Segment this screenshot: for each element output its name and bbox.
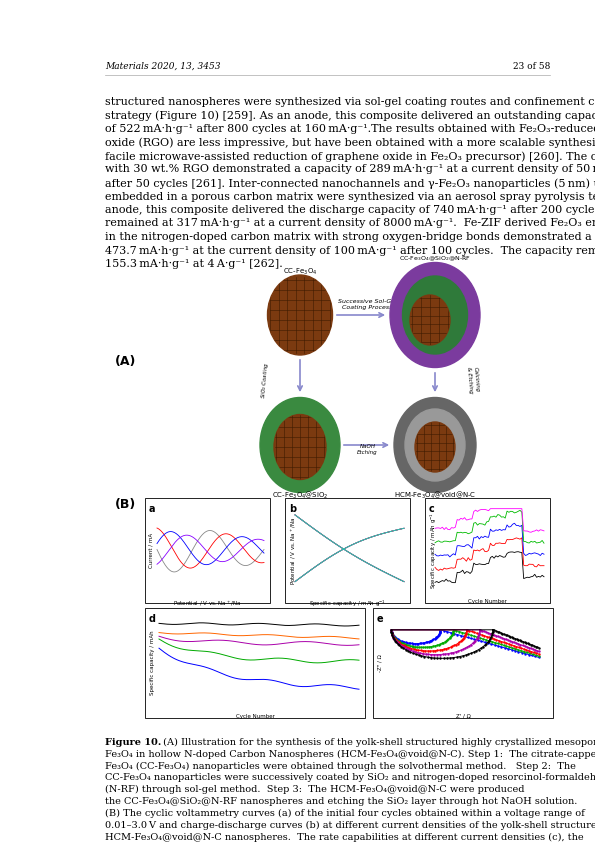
Ellipse shape — [405, 409, 465, 481]
Ellipse shape — [394, 397, 476, 493]
Text: -Z" / Ω: -Z" / Ω — [378, 654, 383, 672]
Ellipse shape — [415, 422, 455, 472]
Bar — [285, 498, 410, 603]
Ellipse shape — [274, 414, 326, 479]
Bar — [145, 608, 365, 718]
Text: a: a — [149, 504, 155, 514]
Text: d: d — [149, 614, 156, 624]
Text: Cycle Number: Cycle Number — [468, 599, 507, 604]
Text: 23 of 58: 23 of 58 — [513, 62, 550, 71]
Text: remained at 317 mA·h·g⁻¹ at a current density of 8000 mA·g⁻¹.  Fe-ZIF derived Fe: remained at 317 mA·h·g⁻¹ at a current de… — [105, 219, 595, 228]
Text: (B): (B) — [115, 498, 136, 511]
Text: anode, this composite delivered the discharge capacity of 740 mA·h·g⁻¹ after 200: anode, this composite delivered the disc… — [105, 205, 595, 215]
Ellipse shape — [390, 263, 480, 367]
Text: Figure 10.: Figure 10. — [105, 738, 161, 747]
Text: CC-Fe$_3$O$_4$: CC-Fe$_3$O$_4$ — [283, 267, 317, 277]
Ellipse shape — [260, 397, 340, 493]
Text: the CC-Fe₃O₄@SiO₂@N-RF nanospheres and etching the SiO₂ layer through hot NaOH s: the CC-Fe₃O₄@SiO₂@N-RF nanospheres and e… — [105, 797, 577, 806]
Text: Successive Sol-Gel
Coating Process: Successive Sol-Gel Coating Process — [338, 299, 397, 310]
Text: of 522 mA·h·g⁻¹ after 800 cycles at 160 mA·g⁻¹.The results obtained with Fe₂O₃-r: of 522 mA·h·g⁻¹ after 800 cycles at 160 … — [105, 124, 595, 134]
Text: 155.3 mA·h·g⁻¹ at 4 A·g⁻¹ [262].: 155.3 mA·h·g⁻¹ at 4 A·g⁻¹ [262]. — [105, 259, 283, 269]
Text: CC-Fe₃O₄ nanoparticles were successively coated by SiO₂ and nitrogen-doped resor: CC-Fe₃O₄ nanoparticles were successively… — [105, 774, 595, 782]
Text: 473.7 mA·h·g⁻¹ at the current density of 100 mA·g⁻¹ after 100 cycles.  The capac: 473.7 mA·h·g⁻¹ at the current density of… — [105, 246, 595, 255]
Text: oxide (RGO) are less impressive, but have been obtained with a more scalable syn: oxide (RGO) are less impressive, but hav… — [105, 137, 595, 148]
Text: (A) Illustration for the synthesis of the yolk-shell structured highly crystalli: (A) Illustration for the synthesis of th… — [160, 738, 595, 747]
Ellipse shape — [268, 275, 333, 355]
Bar — [373, 608, 553, 718]
Text: c: c — [429, 504, 435, 514]
Text: with 30 wt.% RGO demonstrated a capacity of 289 mA·h·g⁻¹ at a current density of: with 30 wt.% RGO demonstrated a capacity… — [105, 164, 595, 174]
Text: CC-Fe$_3$O$_4$@SiO$_2$: CC-Fe$_3$O$_4$@SiO$_2$ — [272, 490, 328, 501]
Text: 0.01–3.0 V and charge-discharge curves (b) at different current densities of the: 0.01–3.0 V and charge-discharge curves (… — [105, 821, 595, 829]
Text: CC-Fe$_3$O$_4$@SiO$_2$@N-RF: CC-Fe$_3$O$_4$@SiO$_2$@N-RF — [399, 254, 471, 263]
Text: Specific capacity / mAh g$^{-1}$: Specific capacity / mAh g$^{-1}$ — [309, 599, 386, 610]
Text: Current / mA: Current / mA — [149, 533, 154, 568]
Text: Specific capacity / mAh: Specific capacity / mAh — [150, 631, 155, 695]
Text: structured nanospheres were synthesized via sol-gel coating routes and confineme: structured nanospheres were synthesized … — [105, 97, 595, 107]
Text: after 50 cycles [261]. Inter-connected nanochannels and γ-Fe₂O₃ nanoparticles (5: after 50 cycles [261]. Inter-connected n… — [105, 178, 595, 189]
Text: Fe₃O₄ (CC-Fe₃O₄) nanoparticles were obtained through the solvothermal method.   : Fe₃O₄ (CC-Fe₃O₄) nanoparticles were obta… — [105, 762, 576, 770]
Text: Calcining
& Etching: Calcining & Etching — [466, 366, 480, 394]
Ellipse shape — [410, 295, 450, 345]
Text: Z' / Ω: Z' / Ω — [456, 714, 471, 719]
Text: Potential / V vs. Na$^+$/Na: Potential / V vs. Na$^+$/Na — [174, 599, 242, 608]
Text: facile microwave-assisted reduction of graphene oxide in Fe₂O₃ precursor) [260].: facile microwave-assisted reduction of g… — [105, 151, 595, 162]
Text: NaOH
Etching: NaOH Etching — [357, 445, 378, 455]
Text: b: b — [289, 504, 296, 514]
Text: (B) The cyclic voltammetry curves (a) of the initial four cycles obtained within: (B) The cyclic voltammetry curves (a) of… — [105, 809, 585, 818]
Text: embedded in a porous carbon matrix were synthesized via an aerosol spray pyrolys: embedded in a porous carbon matrix were … — [105, 191, 595, 201]
Text: Fe₃O₄ in hollow N-doped Carbon Nanospheres (HCM-Fe₃O₄@void@N-C). Step 1:  The ci: Fe₃O₄ in hollow N-doped Carbon Nanospher… — [105, 749, 595, 759]
Text: in the nitrogen-doped carbon matrix with strong oxygen-bridge bonds demonstrated: in the nitrogen-doped carbon matrix with… — [105, 232, 595, 242]
Text: HCM-Fe₃O₄@void@N-C nanospheres.  The rate capabilities at different current dens: HCM-Fe₃O₄@void@N-C nanospheres. The rate… — [105, 833, 584, 841]
Bar — [145, 498, 270, 603]
Text: Cycle Number: Cycle Number — [236, 714, 274, 719]
Text: (N-RF) through sol-gel method.  Step 3:  The HCM-Fe₃O₄@void@N-C were produced: (N-RF) through sol-gel method. Step 3: T… — [105, 786, 528, 794]
Text: (A): (A) — [115, 355, 136, 368]
Ellipse shape — [402, 276, 468, 354]
Text: strategy (Figure 10) [259]. As an anode, this composite delivered an outstanding: strategy (Figure 10) [259]. As an anode,… — [105, 110, 595, 121]
Text: e: e — [377, 614, 384, 624]
Text: HCM-Fe$_3$O$_4$@void@N-C: HCM-Fe$_3$O$_4$@void@N-C — [394, 490, 476, 501]
Bar — [425, 498, 550, 603]
Text: SiO$_2$ Coating: SiO$_2$ Coating — [259, 361, 271, 399]
Text: Materials 2020, 13, 3453: Materials 2020, 13, 3453 — [105, 62, 221, 71]
Text: Specific capacity / mAh g$^{-1}$: Specific capacity / mAh g$^{-1}$ — [429, 512, 439, 589]
Text: Potential / V vs. Na$^+$/Na: Potential / V vs. Na$^+$/Na — [289, 516, 298, 584]
